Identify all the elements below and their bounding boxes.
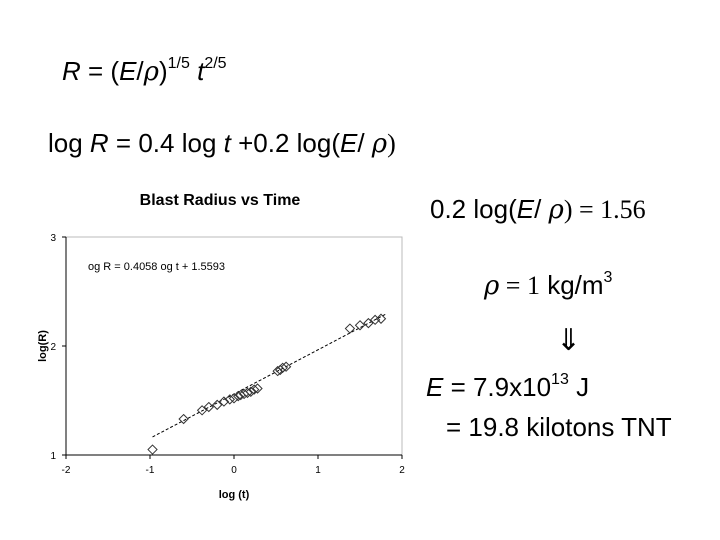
eq3-text: 0.2 log(	[430, 194, 517, 224]
axes: -2 -1 0 1 2 1 2 3	[50, 233, 405, 476]
trend-line	[152, 313, 388, 438]
data-point	[228, 393, 240, 404]
data-point	[375, 313, 387, 324]
y-tick-label: 1	[50, 451, 56, 462]
chart-title: Blast Radius vs Time	[140, 192, 301, 209]
eq2-text: log	[48, 128, 90, 158]
energy-value: = 7.9x10	[443, 372, 552, 402]
data-point	[277, 362, 288, 374]
y-tick-label: 3	[50, 233, 56, 244]
rho-symbol: ρ	[484, 271, 500, 301]
fit-equation-label: og R = 0.4058 og t + 1.5593	[88, 261, 225, 273]
var-E: E	[426, 372, 444, 402]
exponent: 3	[603, 269, 613, 286]
exponent: 1/5	[167, 55, 190, 72]
log-formula: log R = 0.4 log t +0.2 log(E/ ρ)	[48, 130, 396, 157]
eq2-slash: /	[357, 128, 372, 158]
eq1-slash: /	[136, 56, 144, 86]
data-point	[224, 394, 236, 405]
data-point	[196, 405, 208, 416]
data-point	[211, 399, 223, 411]
energy-unit: J	[568, 372, 590, 402]
eq1-close: )	[158, 56, 168, 86]
eq2-text: +0.2 log(	[230, 128, 340, 158]
blast-radius-chart: Blast Radius vs Time og R = 0.4058 og t …	[37, 192, 405, 501]
exponent: 13	[551, 371, 569, 388]
density-equation: ρ = 1 kg/m3	[484, 269, 613, 301]
data-point	[147, 444, 158, 455]
y-tick-label: 2	[50, 342, 56, 353]
var-t: t	[223, 128, 231, 158]
data-point	[242, 387, 253, 399]
data-point	[218, 396, 230, 407]
x-tick-label: 2	[399, 465, 405, 476]
radius-formula: R = (E/ρ)1/5 t2/5	[62, 55, 227, 87]
density-unit: kg/m	[539, 270, 604, 300]
eq2-close: )	[387, 129, 396, 158]
y-axis-label: log(R)	[37, 330, 49, 362]
data-point	[178, 413, 189, 425]
data-points	[147, 313, 387, 455]
var-E: E	[516, 194, 535, 224]
energy-equation: E = 7.9x1013 J	[426, 371, 590, 402]
data-point	[363, 317, 374, 329]
data-point	[203, 401, 215, 413]
x-axis-label: log (t)	[219, 489, 250, 501]
data-point	[344, 323, 356, 334]
eq3-value: = 1.56	[579, 195, 646, 224]
x-tick-label: -2	[62, 465, 71, 476]
rho-symbol: ρ	[371, 129, 388, 159]
x-tick-label: -1	[146, 465, 155, 476]
data-point	[252, 383, 263, 394]
rho-symbol: ρ	[548, 195, 564, 225]
var-E: E	[119, 56, 137, 86]
density-value: = 1	[499, 271, 540, 300]
var-R: R	[89, 128, 109, 158]
exponent: 2/5	[204, 55, 227, 72]
tnt-equivalent: = 19.8 kilotons TNT	[446, 412, 672, 442]
data-point	[232, 390, 244, 402]
data-point	[369, 314, 381, 326]
data-point	[245, 386, 257, 397]
eq3-slash: /	[534, 194, 549, 224]
data-point	[280, 361, 292, 372]
intercept-equation: 0.2 log(E/ ρ) = 1.56	[430, 196, 646, 223]
plot-area	[65, 236, 403, 456]
var-E: E	[340, 128, 358, 158]
down-arrow-icon: ⇓	[556, 323, 582, 358]
data-point	[248, 384, 260, 395]
eq1-text: = (	[80, 56, 120, 86]
x-tick-label: 1	[315, 465, 321, 476]
data-point	[354, 320, 366, 331]
var-R: R	[62, 56, 81, 86]
rho-symbol: ρ	[143, 57, 159, 87]
eq3-close: )	[563, 195, 579, 224]
x-tick-label: 0	[231, 465, 237, 476]
var-t: t	[189, 56, 205, 86]
eq2-text: = 0.4 log	[108, 128, 224, 158]
